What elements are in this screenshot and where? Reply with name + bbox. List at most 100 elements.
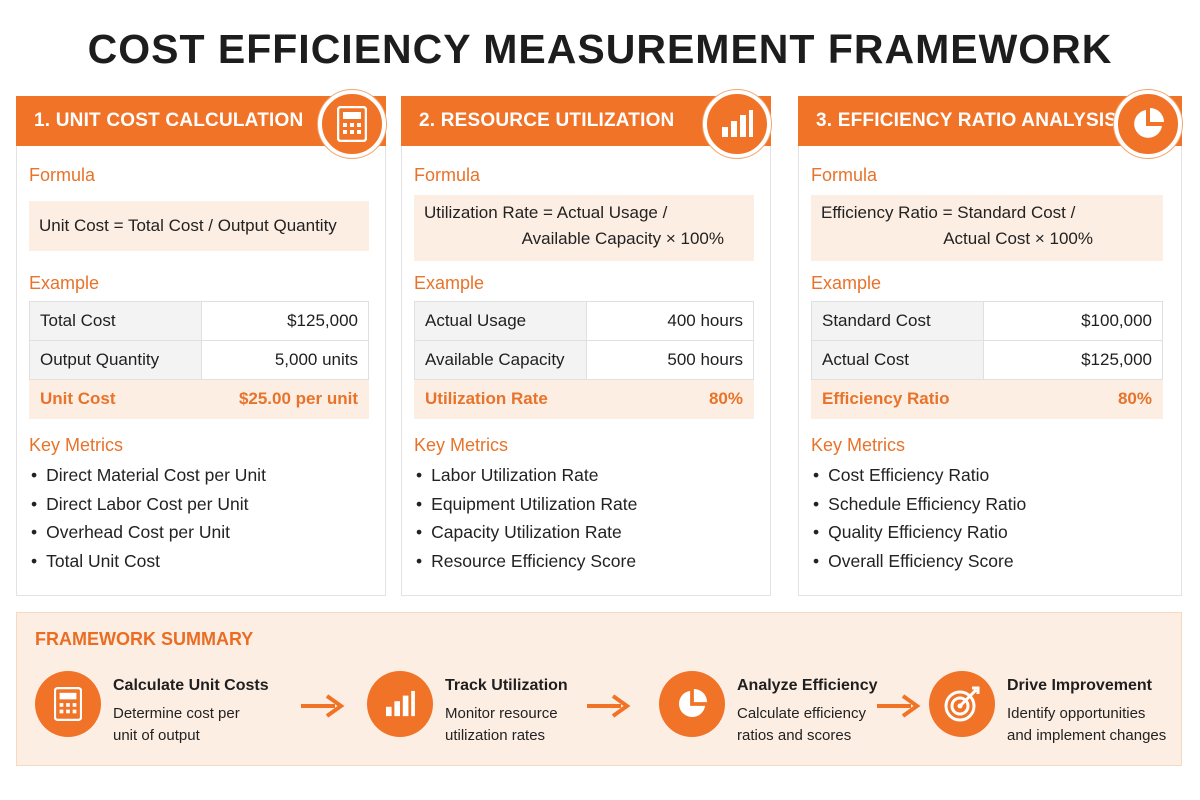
step-desc-line: utilization rates [445, 727, 546, 744]
formula-text: Unit Cost = Total Cost / Output Quantity [39, 216, 337, 235]
card-header: 3. EFFICIENCY RATIO ANALYSIS [798, 90, 1182, 158]
card-efficiency-ratio: 3. EFFICIENCY RATIO ANALYSIS Formula Eff… [798, 90, 1182, 596]
result-label: Unit Cost [29, 379, 202, 419]
target-icon [929, 671, 995, 737]
step-desc-line: Calculate efficiency [737, 705, 866, 722]
row-label: Available Capacity [414, 340, 587, 380]
framework-summary: FRAMEWORK SUMMARY Calculate Unit Costs D… [16, 612, 1182, 766]
calculator-icon [35, 671, 101, 737]
table-row: Total Cost $125,000 [29, 301, 369, 341]
table-row: Available Capacity 500 hours [414, 340, 754, 380]
example-table: Standard Cost $100,000 Actual Cost $125,00… [811, 301, 1163, 419]
list-item: Capacity Utilization Rate [416, 522, 637, 551]
row-label: Standard Cost [811, 301, 984, 341]
formula-text-line1: Utilization Rate = Actual Usage / [424, 203, 668, 222]
step-description: Identify opportunities and implement cha… [1007, 703, 1166, 747]
pie-chart-icon [1114, 90, 1182, 158]
step-desc-line: Monitor resource [445, 705, 558, 722]
example-label: Example [811, 273, 882, 293]
row-value: 500 hours [586, 340, 754, 380]
summary-title: FRAMEWORK SUMMARY [35, 629, 254, 649]
metrics-list: Labor Utilization Rate Equipment Utiliza… [416, 465, 637, 579]
row-label: Actual Cost [811, 340, 984, 380]
step-desc-line: Identify opportunities [1007, 705, 1146, 722]
calculator-icon [318, 90, 386, 158]
list-item: Overall Efficiency Score [813, 551, 1026, 580]
metrics-list: Direct Material Cost per Unit Direct Lab… [31, 465, 266, 579]
pie-chart-icon [659, 671, 725, 737]
step-title: Track Utilization [445, 677, 568, 694]
formula-text-line2: Actual Cost × 100% [943, 229, 1093, 248]
arrow-right-icon [585, 693, 631, 724]
list-item: Equipment Utilization Rate [416, 494, 637, 523]
metrics-label: Key Metrics [29, 435, 124, 455]
formula-box: Utilization Rate = Actual Usage / Availa… [414, 195, 754, 261]
list-item: Cost Efficiency Ratio [813, 465, 1026, 494]
list-item: Total Unit Cost [31, 551, 266, 580]
card-header-label: 2. RESOURCE UTILIZATION TRACKING [419, 110, 675, 181]
list-item: Schedule Efficiency Ratio [813, 494, 1026, 523]
row-value: $125,000 [983, 340, 1163, 380]
metrics-label: Key Metrics [414, 435, 509, 455]
step-title: Calculate Unit Costs [113, 677, 269, 694]
step-description: Monitor resource utilization rates [445, 703, 558, 747]
card-header-label: 1. UNIT COST CALCULATION [34, 110, 304, 131]
step-title: Analyze Efficiency [737, 677, 878, 694]
result-value: $25.00 per unit [201, 379, 369, 419]
formula-label: Formula [811, 165, 878, 185]
example-table: Actual Usage 400 hours Available Capacity… [414, 301, 754, 419]
row-label: Output Quantity [29, 340, 202, 380]
metrics-label: Key Metrics [811, 435, 906, 455]
result-value: 80% [983, 379, 1163, 419]
example-table: Total Cost $125,000 Output Quantity 5,000 … [29, 301, 369, 419]
card-unit-cost: 1. UNIT COST CALCULATION Formula Unit Co… [16, 90, 386, 596]
formula-label: Formula [414, 165, 481, 185]
step-description: Calculate efficiency ratios and scores [737, 703, 866, 747]
arrow-right-icon [299, 693, 345, 724]
formula-label: Formula [29, 165, 96, 185]
bar-chart-icon [703, 90, 771, 158]
table-row: Actual Usage 400 hours [414, 301, 754, 341]
arrow-right-icon [875, 693, 921, 724]
step-desc-line: ratios and scores [737, 727, 852, 744]
metrics-list: Cost Efficiency Ratio Schedule Efficienc… [813, 465, 1026, 579]
card-header: 2. RESOURCE UTILIZATION TRACKING [401, 90, 771, 181]
row-value: $125,000 [201, 301, 369, 341]
step-desc-line: unit of output [113, 727, 200, 744]
table-row: Standard Cost $100,000 [811, 301, 1163, 341]
formula-box: Efficiency Ratio = Standard Cost / Actua… [811, 195, 1163, 261]
card-header-label: 3. EFFICIENCY RATIO ANALYSIS [816, 110, 1118, 131]
step-description: Determine cost per unit of output [113, 703, 240, 747]
result-value: 80% [586, 379, 754, 419]
formula-box: Unit Cost = Total Cost / Output Quantity [29, 201, 369, 251]
row-value: 400 hours [586, 301, 754, 341]
row-label: Actual Usage [414, 301, 587, 341]
page-title: COST EFFICIENCY MEASUREMENT FRAMEWORK [87, 26, 1113, 72]
list-item: Labor Utilization Rate [416, 465, 637, 494]
list-item: Direct Labor Cost per Unit [31, 494, 266, 523]
step-desc-line: and implement changes [1007, 727, 1167, 744]
formula-text-line1: Efficiency Ratio = Standard Cost / [821, 203, 1076, 222]
table-row: Actual Cost $125,000 [811, 340, 1163, 380]
step-desc-line: Determine cost per [113, 705, 240, 722]
list-item: Direct Material Cost per Unit [31, 465, 266, 494]
row-value: $100,000 [983, 301, 1163, 341]
bar-chart-icon [367, 671, 433, 737]
row-value: 5,000 units [201, 340, 369, 380]
list-item: Overhead Cost per Unit [31, 522, 266, 551]
card-header: 1. UNIT COST CALCULATION [16, 90, 386, 158]
example-label: Example [29, 273, 100, 293]
table-row: Output Quantity 5,000 units [29, 340, 369, 380]
result-row: Unit Cost $25.00 per unit [29, 379, 369, 419]
result-row: Efficiency Ratio 80% [811, 379, 1163, 419]
example-label: Example [414, 273, 485, 293]
result-row: Utilization Rate 80% [414, 379, 754, 419]
formula-text-line2: Available Capacity × 100% [521, 229, 724, 248]
list-item: Quality Efficiency Ratio [813, 522, 1026, 551]
result-label: Utilization Rate [414, 379, 587, 419]
row-label: Total Cost [29, 301, 202, 341]
step-title: Drive Improvement [1007, 677, 1152, 694]
result-label: Efficiency Ratio [811, 379, 984, 419]
list-item: Resource Efficiency Score [416, 551, 637, 580]
card-resource-utilization: 2. RESOURCE UTILIZATION TRACKING Formula… [401, 90, 771, 596]
